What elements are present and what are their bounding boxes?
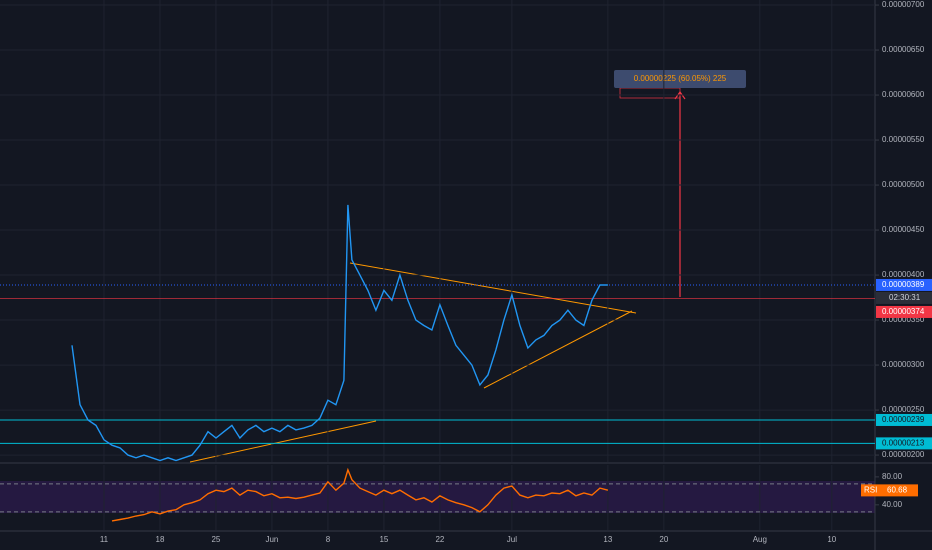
x-tick-label: Jul [507,535,517,544]
y-tick-label: 0.00000400 [882,270,925,279]
measure-label-box [614,70,746,88]
price-label-box [876,305,932,318]
x-tick-label: 22 [435,535,444,544]
measure-arrowhead [674,90,686,100]
rsi-label-box [861,484,918,497]
x-tick-label: 25 [211,535,220,544]
price-label: 0.00000389 [882,280,925,289]
y-tick-label: 0.00000650 [882,45,925,54]
price-label-box [876,437,932,450]
measure-label: 0.00000225 (60.05%) 225 [634,74,727,83]
y-tick-label: 0.00000500 [882,180,925,189]
x-tick-label: Aug [753,535,767,544]
y-tick-label: 0.00000450 [882,225,925,234]
y-tick-label: 0.00000350 [882,315,925,324]
y-tick-label: 80.00 [882,472,903,481]
price-label-box [876,278,932,291]
rsi-value: 60.68 [887,485,908,494]
y-tick-label: 0.00000600 [882,90,925,99]
rsi-name: RSI [864,485,877,494]
y-tick-label: 0.00000550 [882,135,925,144]
x-tick-label: Jun [265,535,278,544]
price-label: 0.00000374 [882,307,925,316]
x-tick-label: 11 [100,535,109,544]
y-tick-label: 0.00000300 [882,360,925,369]
y-tick-label: 0.00000200 [882,450,925,459]
x-tick-label: 8 [326,535,331,544]
x-tick-label: 15 [379,535,388,544]
countdown: 02:30:31 [889,293,921,302]
trend-line [483,310,633,389]
y-tick-label: 0.00000250 [882,405,925,414]
price-label-box [876,413,932,426]
x-tick-label: 10 [827,535,836,544]
countdown-box [876,291,932,304]
price-line [71,204,608,462]
y-tick-label: 40.00 [882,500,903,509]
x-tick-label: 13 [603,535,612,544]
x-tick-label: 20 [659,535,668,544]
price-label: 0.00000213 [882,438,925,447]
trend-line [349,262,637,314]
x-tick-label: 18 [156,535,165,544]
y-tick-label: 0.00000700 [882,0,925,9]
price-line [111,467,609,522]
price-label: 0.00000239 [882,415,925,424]
